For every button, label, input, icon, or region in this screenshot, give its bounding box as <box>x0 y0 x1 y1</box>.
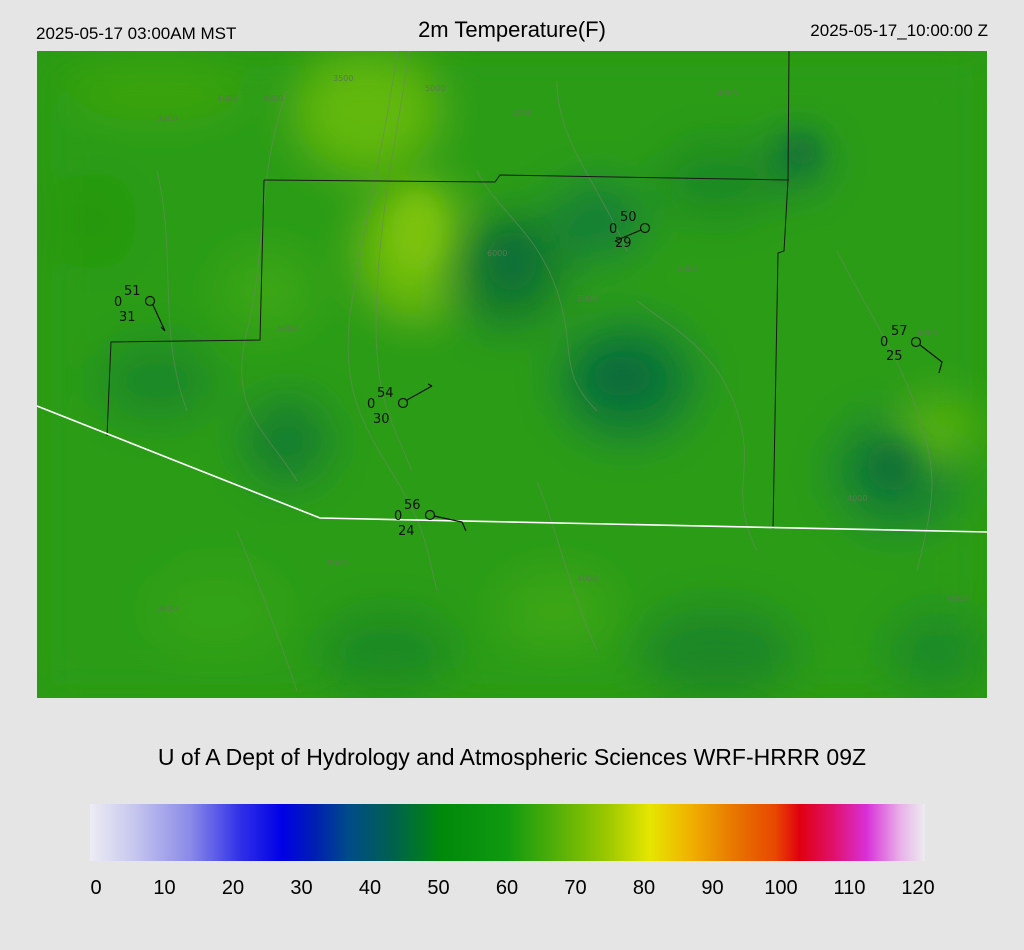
temperature-field <box>37 51 987 698</box>
colorbar-tick-label: 0 <box>90 877 102 899</box>
colorbar-tick-label: 10 <box>153 877 176 899</box>
svg-text:50: 50 <box>620 210 637 225</box>
colorbar-tick-label: 50 <box>427 877 450 899</box>
svg-text:0: 0 <box>367 397 375 412</box>
svg-text:4000: 4000 <box>947 594 967 603</box>
county-boundaries <box>106 51 790 530</box>
station-circle-icon <box>424 509 436 521</box>
svg-text:54: 54 <box>377 386 394 401</box>
colorbar-tick-label: 40 <box>358 877 382 899</box>
svg-text:29: 29 <box>615 236 632 251</box>
colorbar-tick-label: 100 <box>764 877 798 899</box>
temperature-map: 3500 3000 4000 4000 4000 5000 6000 4000 … <box>37 51 987 698</box>
svg-text:0: 0 <box>394 509 402 524</box>
wind-barb-icon <box>919 344 943 374</box>
wind-barb-icon <box>614 229 642 244</box>
svg-text:5000: 5000 <box>277 324 297 333</box>
svg-text:3000: 3000 <box>157 114 177 123</box>
svg-text:6000: 6000 <box>487 249 507 258</box>
state-boundary <box>37 405 987 533</box>
map-title: 2m Temperature(F) <box>418 17 606 42</box>
svg-text:4000: 4000 <box>917 329 937 338</box>
temperature-colorbar <box>90 804 925 861</box>
svg-text:5000: 5000 <box>677 264 697 273</box>
local-time: 2025-05-17 03:00AM MST <box>36 24 237 43</box>
colorbar-tick-label: 20 <box>221 877 245 899</box>
svg-text:4000: 4000 <box>263 94 283 103</box>
svg-text:5000: 5000 <box>327 559 347 568</box>
colorbar-tick-label: 90 <box>701 877 724 899</box>
valid-time: 2025-05-17_10:00:00 Z <box>810 21 988 40</box>
contour-labels: 3500 3000 4000 4000 4000 5000 6000 4000 … <box>157 74 967 613</box>
credit-line: U of A Dept of Hydrology and Atmospheric… <box>157 744 867 770</box>
station-circle-icon <box>144 295 156 307</box>
svg-text:4000: 4000 <box>577 574 597 583</box>
station-circle-icon <box>397 397 409 409</box>
svg-text:0: 0 <box>880 335 888 350</box>
svg-text:5000: 5000 <box>577 294 597 303</box>
wind-barb-icon <box>406 383 433 401</box>
svg-text:4000: 4000 <box>847 494 867 503</box>
svg-text:3000: 3000 <box>157 604 177 613</box>
map-canvas: 3500 3000 4000 4000 4000 5000 6000 4000 … <box>37 51 987 698</box>
wind-barb-icon <box>152 304 166 332</box>
svg-text:3500: 3500 <box>333 74 353 83</box>
colorbar-tick-label: 80 <box>632 877 656 899</box>
svg-text:0: 0 <box>609 222 617 237</box>
colorbar-tick-label: 60 <box>495 877 519 899</box>
colorbar-tick-label: 120 <box>901 877 935 899</box>
svg-text:5000: 5000 <box>425 84 445 93</box>
station-plot: 54 0 30 <box>367 383 433 427</box>
svg-text:4000: 4000 <box>512 109 532 118</box>
station-plot: 57 0 25 <box>880 324 943 374</box>
temperature-detail <box>392 136 917 491</box>
colorbar-tick-label: 70 <box>564 877 587 899</box>
svg-text:51: 51 <box>124 284 141 299</box>
station-plot: 51 0 31 <box>114 284 166 332</box>
wind-barb-icon <box>433 515 467 532</box>
terrain-contours <box>156 51 933 692</box>
svg-text:0: 0 <box>114 295 122 310</box>
station-plot: 50 0 29 <box>609 210 651 251</box>
station-circle-icon <box>910 336 922 348</box>
colorbar-tick-label: 30 <box>290 877 313 899</box>
colorbar-tick-label: 110 <box>833 877 866 899</box>
svg-text:4000: 4000 <box>217 94 237 103</box>
svg-text:31: 31 <box>119 310 136 325</box>
svg-text:4000: 4000 <box>717 89 737 98</box>
svg-text:24: 24 <box>398 524 415 539</box>
svg-text:25: 25 <box>886 349 903 364</box>
svg-text:30: 30 <box>373 412 390 427</box>
svg-text:57: 57 <box>891 324 908 339</box>
svg-text:56: 56 <box>404 498 421 513</box>
station-plot: 56 0 24 <box>394 498 467 539</box>
station-circle-icon <box>639 222 651 234</box>
